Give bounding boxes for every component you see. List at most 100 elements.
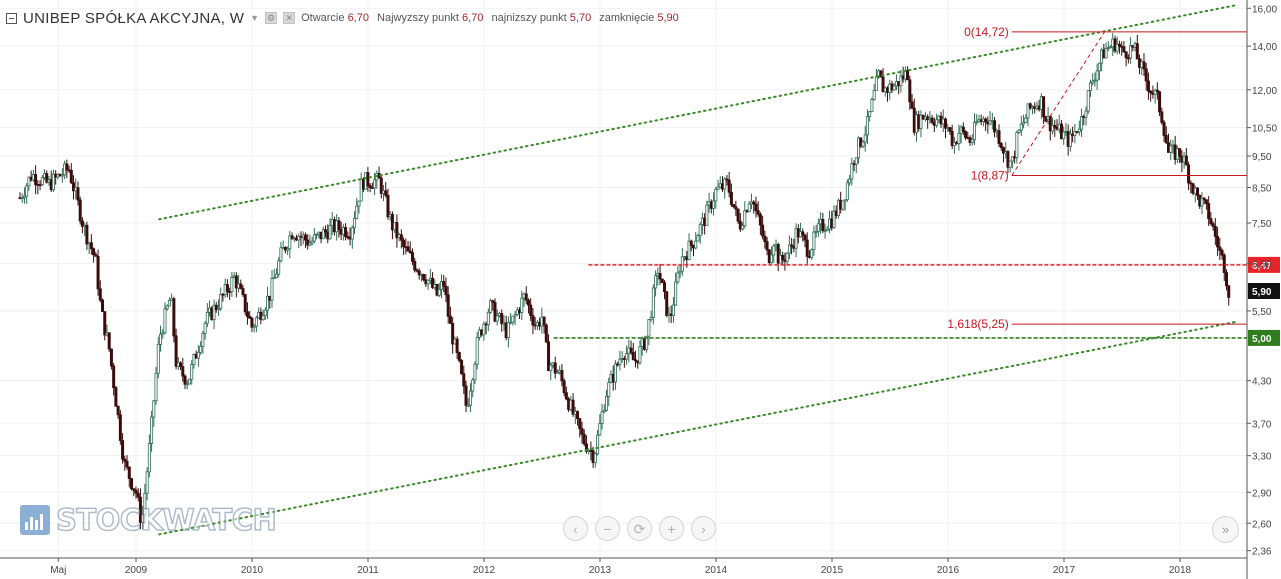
x-tick-label: 2013 [589,565,612,576]
candle-body [729,191,733,205]
open-value: 6,70 [347,12,369,24]
candle-body [645,335,649,350]
candle-body [544,324,548,343]
candle-body [596,434,600,455]
candle-body [1220,249,1224,256]
candle-body [1222,254,1226,273]
candle-body [150,416,154,444]
candle-body [493,302,497,322]
candle-body [526,299,530,306]
candle-body [950,130,954,147]
y-tick-label: 12,00 [1252,86,1277,97]
candle-body [114,387,118,407]
candle-body [654,275,658,289]
y-tick-label: 4,30 [1252,377,1272,388]
y-tick-label: 6,50 [1252,260,1272,271]
candle-body [1164,135,1168,144]
candle-body [736,208,740,222]
y-tick-label: 3,70 [1252,419,1272,430]
close-icon[interactable]: ✕ [283,12,296,24]
candle-body [192,353,196,366]
y-tick-label: 9,50 [1252,152,1272,163]
candle-body [948,127,952,132]
x-tick-label: 2009 [125,565,148,576]
zoom-out-button[interactable]: − [595,516,620,541]
candle-body [96,255,100,290]
candle-body [51,173,55,191]
candle-body [76,187,80,201]
candle-body [843,199,847,202]
candle-body [230,276,234,292]
candle-body [136,492,140,498]
open-label: Otwarcie [301,12,345,24]
candle-body [999,143,1003,149]
candle-body [555,371,559,374]
candle-body [34,174,38,185]
candle-body [629,347,633,353]
candle-body [1080,116,1084,130]
candle-body [1187,164,1191,184]
candle-body [1169,145,1173,153]
candle-body [1068,133,1072,147]
candle-body [274,273,278,279]
candle-body [754,203,758,212]
zoom-in-button[interactable]: + [659,516,684,541]
chevron-down-icon[interactable]: ▼ [250,13,260,23]
candle-body [239,283,243,289]
candle-body [303,234,307,241]
candle-body [765,241,769,251]
candle-body [379,177,383,194]
candle-body [25,185,29,197]
candle-body [460,360,464,374]
candle-body [353,217,357,229]
candle-body [486,311,490,326]
candle-body [870,99,874,112]
candle-body [1209,218,1213,225]
candle-body [738,220,742,230]
candle-body [123,458,127,462]
candle-body [821,218,825,231]
candle-body [350,227,354,240]
candle-body [1218,246,1222,251]
candle-body [832,210,836,229]
candle-body [1155,89,1159,93]
candle-body [1077,128,1081,133]
candle-body [462,373,466,387]
candle-body [841,200,845,210]
candle-body [741,225,745,230]
candle-body [605,396,609,411]
candle-body [219,293,223,309]
candle-body [1022,122,1026,125]
scroll-to-end-button[interactable]: » [1212,516,1239,543]
scroll-left-button[interactable]: ‹ [563,516,588,541]
candle-body [712,200,716,209]
candle-body [455,338,459,353]
candle-body [560,370,564,382]
candle-body [812,231,816,251]
candle-body [22,195,26,199]
symbol-title[interactable]: UNIBEP SPÓŁKA AKCYJNA, W [23,9,245,27]
candle-body [1095,70,1099,81]
candle-body [103,311,107,336]
candle-body [906,70,910,81]
candle-body [45,173,49,183]
candle-body [437,289,441,296]
candle-body [993,120,997,133]
candle-body [785,252,789,262]
candle-body [649,316,653,320]
candle-body [80,220,84,227]
candle-body [972,121,976,141]
candle-body [190,364,194,380]
candle-body [863,134,867,143]
fib-level-label: 0(14,72) [964,25,1009,39]
candle-body [943,118,947,129]
scroll-right-button[interactable]: › [691,516,716,541]
candle-body [1006,151,1010,168]
settings-icon[interactable]: ⚙ [265,12,278,24]
candle-body [1153,89,1157,95]
candle-body [288,235,292,250]
candle-body [1117,43,1121,47]
collapse-icon[interactable] [6,12,17,24]
reset-button[interactable]: ⟳ [627,516,652,541]
